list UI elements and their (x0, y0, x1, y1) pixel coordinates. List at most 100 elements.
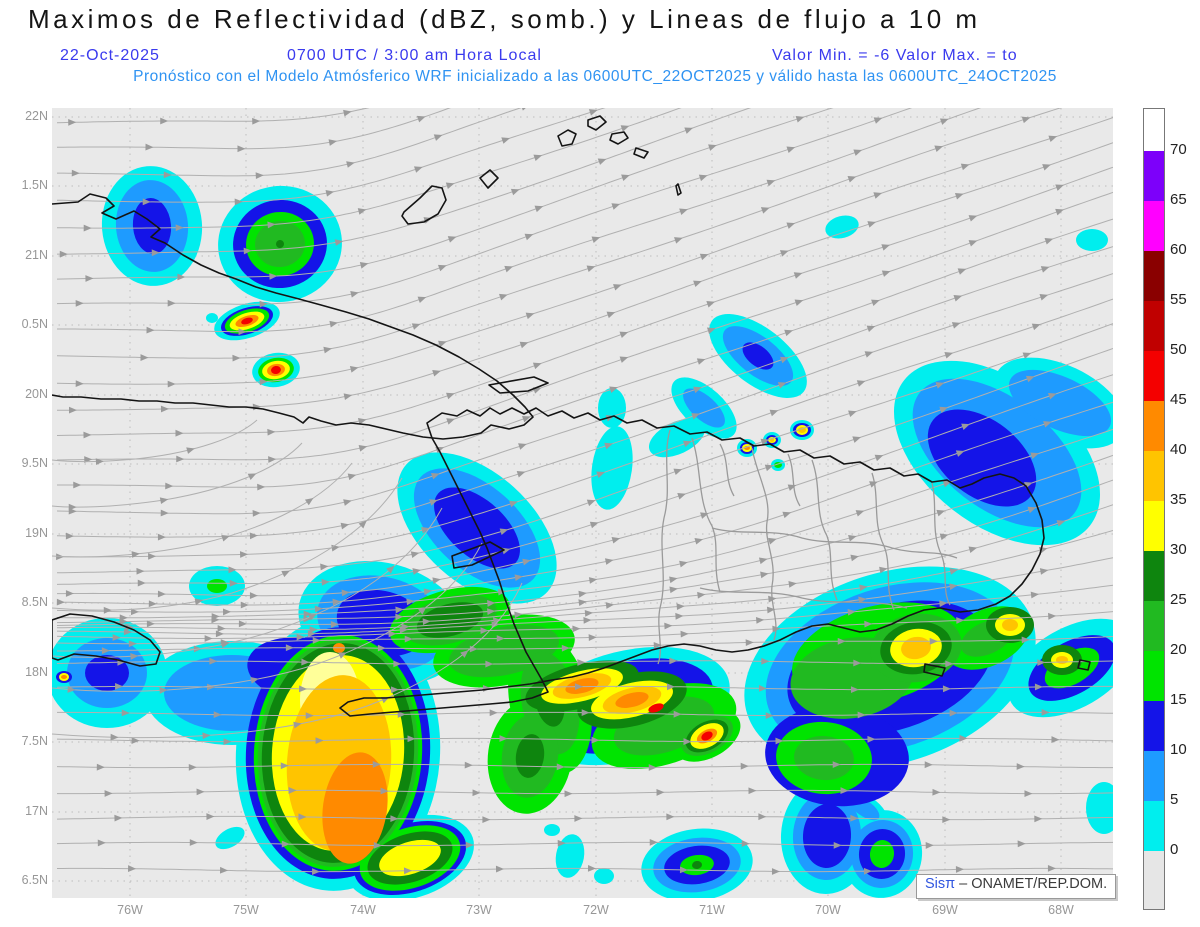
lat-tick-label: 8.5N (2, 595, 48, 609)
flow-arrow-icon (925, 761, 933, 768)
flow-arrow-icon (359, 443, 368, 452)
flow-arrow-icon (786, 220, 796, 229)
flow-arrow-icon (145, 144, 153, 151)
flow-arrow-icon (161, 405, 169, 412)
flow-arrow-icon (84, 225, 92, 232)
flow-arrow-icon (574, 815, 582, 822)
colorbar-tick-label: 30 (1170, 541, 1187, 558)
flow-arrow-icon (341, 521, 350, 529)
flow-arrow-icon (326, 188, 335, 196)
flow-arrow-icon (73, 482, 81, 489)
reflectivity-cell (1002, 619, 1018, 631)
lon-tick-label: 70W (798, 903, 858, 917)
colorbar-segment (1144, 751, 1164, 801)
flow-arrow-icon (76, 300, 84, 307)
flow-arrow-icon (1022, 114, 1032, 123)
flow-arrow-icon (848, 173, 858, 182)
streamline (57, 790, 1113, 793)
flow-arrow-icon (533, 360, 543, 369)
colorbar-tick-label: 0 (1170, 841, 1178, 858)
colorbar-tick-label: 5 (1170, 791, 1178, 808)
flow-arrow-icon (499, 291, 509, 300)
flow-arrow-icon (1023, 350, 1033, 359)
flow-arrow-icon (598, 156, 608, 165)
flow-arrow-icon (699, 172, 709, 181)
streamline (57, 108, 1113, 304)
flow-arrow-icon (320, 563, 329, 570)
flow-arrow-icon (1031, 591, 1040, 599)
flow-arrow-icon (782, 509, 792, 518)
flow-arrow-icon (693, 278, 703, 287)
flow-arrow-icon (1034, 815, 1042, 822)
flow-arrow-icon (958, 266, 968, 275)
flow-arrow-icon (956, 866, 964, 873)
streamline (57, 108, 1113, 279)
flow-arrow-icon (220, 867, 228, 874)
colorbar-tick-label: 15 (1170, 691, 1187, 708)
streamline (57, 868, 1113, 871)
flow-arrow-icon (697, 591, 706, 599)
flow-arrow-icon (412, 321, 422, 330)
flow-arrow-icon (446, 390, 456, 399)
model-init-line: Pronóstico con el Modelo Atmósferico WRF… (40, 68, 1150, 86)
value-min-max: Valor Min. = -6 Valor Max. = to (772, 47, 1018, 65)
coastline-turks-2 (588, 116, 606, 130)
flow-arrow-icon (759, 556, 768, 564)
lat-tick-label: 20N (2, 387, 48, 401)
flow-arrow-icon (158, 534, 166, 541)
flow-arrow-icon (589, 108, 599, 116)
flow-arrow-icon (140, 354, 148, 361)
flow-arrow-icon (160, 118, 168, 125)
flow-arrow-icon (160, 496, 169, 504)
flow-arrow-icon (517, 469, 527, 478)
lon-tick-label: 76W (100, 903, 160, 917)
flow-arrow-icon (673, 466, 683, 475)
flow-arrow-icon (72, 170, 80, 177)
flow-arrow-icon (98, 839, 106, 846)
coastline-tortue (489, 377, 548, 393)
flow-arrow-icon (525, 231, 535, 240)
watermark-box: Sisπ – ONAMET/REP.DOM. (916, 874, 1116, 899)
colorbar-segment (1144, 551, 1164, 601)
flow-arrow-icon (621, 123, 631, 132)
flow-arrow-icon (329, 138, 338, 146)
flow-arrow-icon (572, 625, 580, 632)
flow-arrow-icon (613, 281, 623, 290)
streamline (57, 842, 1113, 845)
flow-arrow-icon (434, 132, 444, 141)
flow-arrow-icon (588, 865, 596, 872)
flow-arrow-icon (770, 407, 780, 416)
map-svg (52, 108, 1113, 898)
colorbar-tick-label: 10 (1170, 741, 1187, 758)
flow-arrow-icon (520, 339, 530, 348)
flow-arrow-icon (414, 164, 424, 173)
colorbar-segment (1144, 251, 1164, 301)
flow-arrow-icon (875, 452, 885, 461)
flow-arrow-icon (944, 350, 954, 359)
flow-arrow-icon (932, 789, 940, 796)
flow-arrow-icon (1024, 790, 1032, 797)
flow-arrow-icon (105, 790, 113, 797)
flow-arrow-icon (146, 327, 154, 334)
flow-arrow-icon (526, 310, 536, 319)
flow-arrow-icon (1048, 133, 1058, 142)
flow-arrow-icon (521, 108, 531, 111)
wrf-reflectivity-page: Maximos de Reflectividad (dBZ, somb.) y … (0, 0, 1200, 927)
flow-arrow-icon (149, 600, 157, 607)
reflectivity-cell (1086, 782, 1113, 834)
reflectivity-cell (212, 822, 249, 854)
flow-arrow-icon (186, 445, 196, 454)
forecast-date: 22-Oct-2025 (60, 47, 160, 65)
flow-arrow-icon (758, 813, 766, 820)
flow-arrow-icon (256, 172, 264, 179)
flow-arrow-icon (794, 270, 804, 279)
flow-arrow-icon (66, 590, 74, 597)
flow-arrow-icon (104, 607, 112, 614)
flow-arrow-icon (348, 472, 357, 481)
flow-arrow-icon (360, 260, 369, 269)
colorbar-cap (1144, 109, 1164, 151)
flow-arrow-icon (767, 177, 777, 186)
watermark-text: – ONAMET/REP.DOM. (955, 876, 1107, 892)
flow-arrow-icon (257, 483, 265, 490)
colorbar-segment (1144, 451, 1164, 501)
